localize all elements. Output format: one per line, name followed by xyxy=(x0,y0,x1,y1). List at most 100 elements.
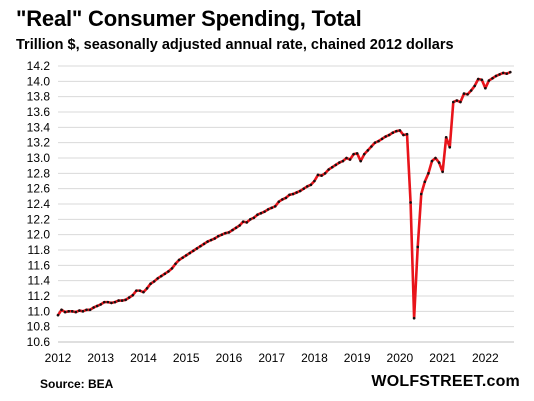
data-point xyxy=(56,313,60,317)
data-point xyxy=(444,136,448,139)
data-point xyxy=(106,300,110,304)
data-point xyxy=(199,244,202,248)
data-point xyxy=(448,145,452,149)
data-point xyxy=(277,200,281,203)
y-tick-label: 12.6 xyxy=(27,182,51,196)
y-tick-label: 12.4 xyxy=(27,197,51,211)
data-point xyxy=(377,139,380,143)
data-point xyxy=(373,141,377,144)
data-point xyxy=(434,156,437,160)
data-point xyxy=(167,270,170,273)
x-tick-label: 2018 xyxy=(301,351,328,365)
data-point xyxy=(67,310,70,313)
data-point xyxy=(238,224,241,227)
chart-subtitle: Trillion $, seasonally adjusted annual r… xyxy=(16,37,454,53)
data-point xyxy=(330,165,334,169)
data-point xyxy=(124,298,127,302)
data-point xyxy=(398,129,402,132)
data-point xyxy=(270,206,273,210)
data-point xyxy=(131,293,135,297)
data-point xyxy=(338,161,341,164)
data-point xyxy=(63,310,67,314)
data-point xyxy=(81,310,85,313)
x-tick-label: 2016 xyxy=(216,351,243,365)
data-point xyxy=(241,220,245,223)
data-point xyxy=(387,133,391,137)
data-point xyxy=(455,99,459,102)
data-point xyxy=(263,210,266,213)
data-point xyxy=(508,70,512,74)
data-point xyxy=(85,308,88,312)
data-point xyxy=(138,289,142,292)
data-point xyxy=(334,163,338,167)
y-tick-label: 14.2 xyxy=(27,59,51,73)
data-point xyxy=(192,249,195,253)
data-point xyxy=(220,233,224,236)
data-point xyxy=(466,93,469,96)
data-point xyxy=(487,79,491,82)
data-point xyxy=(423,180,427,184)
data-point xyxy=(416,245,420,249)
data-point xyxy=(405,132,409,136)
data-point xyxy=(484,86,487,90)
data-point xyxy=(202,242,206,246)
data-point xyxy=(145,287,149,290)
series-group xyxy=(56,70,512,320)
y-tick-label: 13.2 xyxy=(27,136,51,150)
data-point xyxy=(412,316,416,320)
data-point xyxy=(459,100,462,104)
data-point xyxy=(341,159,345,163)
y-tick-label: 11.2 xyxy=(28,289,51,303)
data-point xyxy=(266,208,270,211)
x-tick-label: 2022 xyxy=(472,351,499,365)
data-point xyxy=(345,156,348,160)
data-point xyxy=(70,310,74,313)
y-tick-label: 14.0 xyxy=(27,74,51,88)
data-point xyxy=(224,231,227,235)
data-point xyxy=(427,172,430,175)
data-point xyxy=(149,282,152,286)
y-tick-label: 12.2 xyxy=(27,212,51,226)
y-axis-tick-labels: 14.214.0 13.813.613.4 13.213.012.8 12.612.4… xyxy=(27,59,51,349)
x-tick-label: 2015 xyxy=(173,351,200,365)
data-point xyxy=(88,308,92,312)
data-point xyxy=(256,213,259,217)
data-point xyxy=(273,205,277,208)
data-point xyxy=(505,72,509,75)
y-tick-label: 12.0 xyxy=(27,228,51,242)
y-tick-label: 10.8 xyxy=(27,320,51,334)
data-point xyxy=(227,231,231,234)
data-point xyxy=(380,137,384,141)
data-point xyxy=(295,191,298,194)
data-point xyxy=(362,152,366,156)
data-point xyxy=(352,152,355,156)
data-point xyxy=(245,221,249,224)
data-point xyxy=(309,183,313,187)
y-tick-label: 13.6 xyxy=(27,105,51,119)
data-point xyxy=(359,159,363,163)
data-point xyxy=(284,196,288,200)
data-point xyxy=(480,78,484,82)
y-tick-label: 11.8 xyxy=(28,243,51,257)
y-tick-label: 13.8 xyxy=(27,90,51,104)
data-point xyxy=(320,174,323,177)
data-point xyxy=(313,179,316,183)
data-point xyxy=(327,168,330,171)
x-tick-label: 2019 xyxy=(344,351,371,365)
data-point xyxy=(494,74,498,78)
x-tick-label: 2012 xyxy=(45,351,72,365)
data-point xyxy=(216,234,220,238)
data-point xyxy=(409,201,412,204)
data-point xyxy=(181,256,184,259)
data-point xyxy=(430,159,434,163)
chart-title: "Real" Consumer Spending, Total xyxy=(16,6,362,31)
data-point xyxy=(355,152,359,155)
data-point xyxy=(206,240,209,243)
data-point xyxy=(473,84,476,88)
data-point xyxy=(110,301,113,305)
data-point xyxy=(231,228,234,232)
data-point xyxy=(370,145,373,148)
data-point xyxy=(316,173,320,177)
data-point xyxy=(252,216,256,220)
